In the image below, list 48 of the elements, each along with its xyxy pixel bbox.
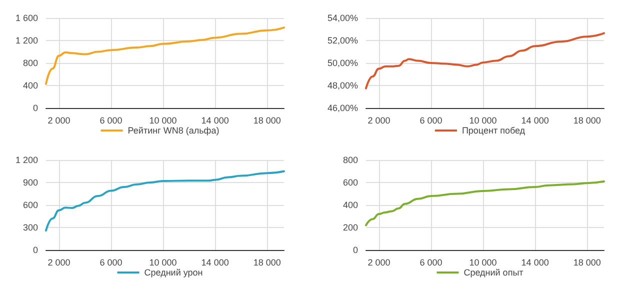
x-tick-label: 18 000 xyxy=(573,116,601,126)
x-tick-label: 10 000 xyxy=(149,258,177,268)
line-series xyxy=(365,32,605,90)
y-tick-label: 46,00% xyxy=(327,103,358,113)
y-tick-label: 48,00% xyxy=(327,80,358,90)
x-tick-label: 6 000 xyxy=(420,116,442,126)
y-tick-label: 1 200 xyxy=(15,36,38,46)
line-series xyxy=(45,26,285,85)
x-tick-label: 10 000 xyxy=(149,116,177,126)
x-tick-label: 2 000 xyxy=(48,258,70,268)
x-tick-label: 2 000 xyxy=(368,116,390,126)
x-tick-label: 2 000 xyxy=(48,116,70,126)
x-tick-label: 18 000 xyxy=(573,258,601,268)
y-tick-label: 1 200 xyxy=(15,155,38,165)
x-tick-label: 10 000 xyxy=(469,258,497,268)
line-series xyxy=(365,180,605,226)
line-series xyxy=(45,170,285,232)
legend-label: Процент побед xyxy=(462,126,526,136)
x-tick-label: 14 000 xyxy=(201,116,229,126)
x-tick-label: 6 000 xyxy=(100,116,122,126)
y-tick-label: 1 600 xyxy=(15,13,38,23)
y-tick-label: 200 xyxy=(342,222,358,232)
y-tick-label: 0 xyxy=(352,245,358,255)
x-tick-label: 14 000 xyxy=(201,258,229,268)
y-tick-label: 800 xyxy=(342,155,358,165)
y-tick-label: 800 xyxy=(22,58,38,68)
y-tick-label: 900 xyxy=(22,178,38,188)
y-tick-label: 0 xyxy=(32,103,38,113)
y-tick-label: 600 xyxy=(22,200,38,210)
legend-label: Рейтинг WN8 (альфа) xyxy=(128,126,220,136)
x-tick-label: 14 000 xyxy=(521,258,549,268)
y-tick-label: 52,00% xyxy=(327,36,358,46)
y-tick-label: 600 xyxy=(342,178,358,188)
y-tick-label: 400 xyxy=(342,200,358,210)
x-tick-label: 10 000 xyxy=(469,116,497,126)
x-tick-label: 14 000 xyxy=(521,116,549,126)
legend-label: Средний урон xyxy=(144,268,203,278)
legend-label: Средний опыт xyxy=(464,268,524,278)
y-tick-label: 0 xyxy=(32,245,38,255)
y-tick-label: 400 xyxy=(22,80,38,90)
y-tick-label: 300 xyxy=(22,222,38,232)
x-tick-label: 6 000 xyxy=(100,258,122,268)
y-tick-label: 50,00% xyxy=(327,58,358,68)
y-tick-label: 54,00% xyxy=(327,13,358,23)
x-tick-label: 2 000 xyxy=(368,258,390,268)
x-tick-label: 18 000 xyxy=(253,258,281,268)
x-tick-label: 18 000 xyxy=(253,116,281,126)
x-tick-label: 6 000 xyxy=(420,258,442,268)
